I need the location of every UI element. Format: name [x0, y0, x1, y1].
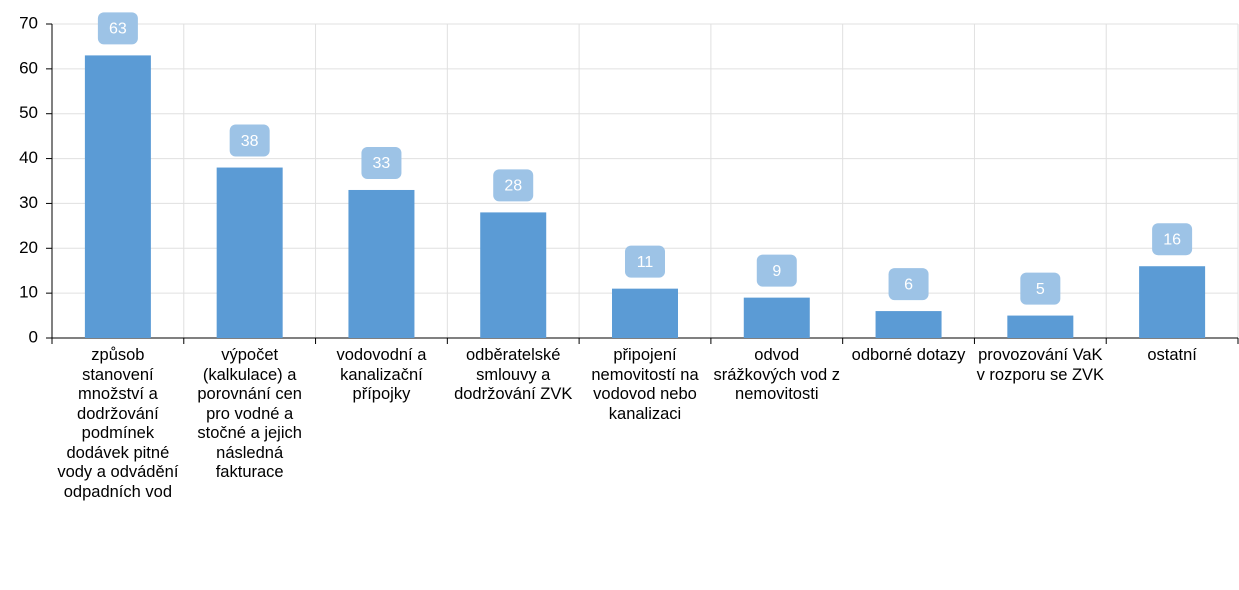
y-tick-label: 30 [19, 193, 38, 212]
data-label: 5 [1036, 281, 1045, 298]
data-label-box [361, 146, 402, 179]
bar [84, 55, 151, 339]
data-label-box [97, 12, 138, 45]
data-label-box [229, 124, 270, 157]
bar [480, 212, 547, 338]
data-label-box [1020, 272, 1061, 305]
y-tick-label: 40 [19, 148, 38, 167]
y-tick-label: 10 [19, 283, 38, 302]
x-tick-label: odběratelské smlouvy a dodržování ZVK [454, 346, 573, 403]
data-label: 38 [241, 133, 259, 150]
y-tick-label: 20 [19, 238, 38, 257]
data-label-box [756, 254, 797, 287]
bar [612, 288, 678, 338]
data-label-box [625, 245, 665, 278]
data-label: 6 [904, 276, 913, 293]
x-tick-label: odborné dotazy [851, 346, 966, 364]
data-label: 28 [504, 178, 522, 195]
y-tick-label: 50 [19, 103, 38, 122]
y-tick-label: 70 [19, 13, 38, 32]
x-tick-label: odvod srážkových vod z nemovitosti [713, 346, 841, 403]
data-label: 33 [373, 155, 391, 172]
bar [1139, 266, 1206, 338]
bar [216, 167, 283, 338]
data-label: 9 [772, 263, 781, 280]
bar [743, 297, 810, 338]
data-label-box [888, 268, 929, 301]
x-tick-label: připojení nemovitostí na vodovod nebo ka… [591, 346, 699, 423]
bar [875, 311, 942, 338]
bar [348, 189, 415, 338]
data-label: 16 [1163, 231, 1181, 248]
y-tick-label: 60 [19, 58, 38, 77]
x-tick-label: vodovodní a kanalizační přípojky [336, 346, 427, 403]
data-label: 63 [109, 21, 127, 38]
data-label-box [1152, 223, 1193, 256]
x-tick-label: provozování VaK v rozporu se ZVK [976, 346, 1105, 384]
x-tick-label: způsob stanovení množství a dodržování p… [57, 346, 179, 501]
y-tick-label: 0 [29, 327, 38, 346]
x-tick-label: ostatní [1147, 346, 1197, 364]
data-label-box [493, 169, 534, 202]
bar [1007, 315, 1074, 338]
x-tick-label: výpočet (kalkulace) a porovnání cen pro … [197, 346, 302, 481]
data-label: 11 [637, 254, 654, 271]
